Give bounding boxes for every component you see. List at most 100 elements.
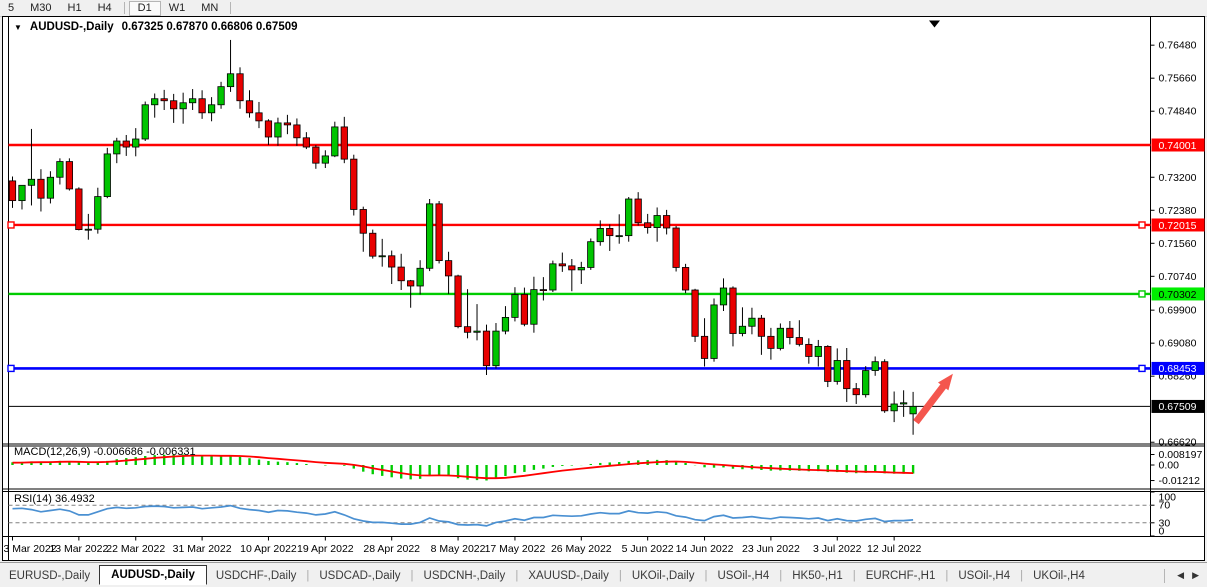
tab-ukoil-h4[interactable]: UKOil-,H4 xyxy=(1033,569,1085,582)
candle-bear xyxy=(302,137,310,148)
timeframe-button-d1[interactable]: D1 xyxy=(128,0,161,16)
hline-support-blue-badge-label: 0.68453 xyxy=(1159,363,1197,375)
timeframe-button-m30[interactable]: M30 xyxy=(30,2,52,14)
chart-header: ▼ AUDUSD-,Daily 0.67325 0.67870 0.66806 … xyxy=(14,21,298,33)
candle-bear xyxy=(198,98,206,114)
candle-bear xyxy=(454,275,462,328)
candle-bear xyxy=(606,227,614,237)
hline-resistance-2-anchor-left[interactable] xyxy=(7,221,15,229)
candle-bear xyxy=(634,198,642,224)
candle-bear xyxy=(681,267,690,291)
candle-bull xyxy=(378,255,386,258)
candle-bear xyxy=(444,260,453,277)
tab-hk50-h1[interactable]: HK50-,H1 xyxy=(792,569,843,582)
tab-usdchf-daily[interactable]: USDCHF-,Daily xyxy=(215,569,297,582)
candle-bear xyxy=(340,126,348,160)
candle-bull xyxy=(141,104,149,140)
tab-usoil-h4[interactable]: USOil-,H4 xyxy=(958,569,1011,582)
tab-divider: | xyxy=(410,569,414,582)
timeframe-button-mn[interactable]: MN xyxy=(201,2,219,14)
candle-bull xyxy=(596,227,604,243)
candle-bull xyxy=(530,289,538,325)
candle-bull xyxy=(814,345,822,357)
candle-bull xyxy=(426,203,434,269)
chart-shift-marker-icon[interactable] xyxy=(929,20,940,28)
tab-eurchf-h1[interactable]: EURCHF-,H1 xyxy=(865,569,936,582)
hline-resistance-1-badge-label: 0.74001 xyxy=(1159,140,1197,152)
hline-support-green-anchor-right[interactable] xyxy=(1138,290,1146,298)
buy-signal-arrow-shaft[interactable] xyxy=(913,381,949,425)
candle-bear xyxy=(283,122,292,126)
candle-bear xyxy=(170,100,178,110)
candle-bear xyxy=(359,209,367,234)
tab-eurusd-daily[interactable]: EURUSD-,Daily xyxy=(9,569,91,582)
price-tick-label: 0.76480 xyxy=(1159,40,1197,52)
tab-usdcad-daily[interactable]: USDCAD-,Daily xyxy=(319,569,401,582)
date-tick-label: 17 May 2022 xyxy=(485,543,546,555)
candle-bull xyxy=(501,316,510,332)
timeframe-button-w1[interactable]: W1 xyxy=(168,2,186,14)
candle-bear xyxy=(236,73,244,102)
candle-bull xyxy=(710,304,718,359)
candle-bear xyxy=(852,388,860,396)
timeframe-button-5[interactable]: 5 xyxy=(8,2,15,14)
rsi-indicator-label: RSI(14) 36.4932 xyxy=(14,493,95,505)
tab-divider: | xyxy=(1020,569,1024,582)
candle-bull xyxy=(833,360,841,382)
macd-scale-label: -0.01212 xyxy=(1159,475,1201,487)
candle-bear xyxy=(786,327,794,338)
chart-ohlc-values: 0.67325 0.67870 0.66806 0.67509 xyxy=(121,21,298,33)
candle-bull xyxy=(27,178,36,186)
rsi-line xyxy=(12,504,914,527)
candle-bull xyxy=(615,235,623,238)
date-tick-label: 3 Jul 2022 xyxy=(813,543,862,555)
tab-audusd-daily[interactable]: AUDUSD-,Daily xyxy=(99,564,207,585)
hline-support-blue-anchor-left[interactable] xyxy=(7,364,15,373)
candle-bull xyxy=(653,215,661,228)
tab-ukoil-daily[interactable]: UKOil-,Daily xyxy=(631,569,695,582)
candle-bull xyxy=(274,122,282,138)
candle-bear xyxy=(160,98,168,102)
macd-scale-label: 0.00 xyxy=(1159,460,1180,472)
candle-bear xyxy=(245,100,254,114)
tab-divider: | xyxy=(945,569,949,582)
current-price-badge-label: 0.67509 xyxy=(1159,401,1197,413)
candle-bear xyxy=(663,215,671,229)
candle-bear xyxy=(843,360,851,390)
candle-bull xyxy=(189,98,197,104)
candle-bear xyxy=(369,232,377,257)
timeframe-button-h4[interactable]: H4 xyxy=(97,2,112,14)
price-tick-label: 0.75660 xyxy=(1159,73,1197,85)
date-tick-label: 22 Mar 2022 xyxy=(106,543,165,555)
candle-bear xyxy=(397,266,405,282)
price-tick-label: 0.71560 xyxy=(1159,238,1197,250)
candle-bear xyxy=(388,255,396,268)
date-tick-label: 19 Apr 2022 xyxy=(297,543,354,555)
tab-usoil-h4[interactable]: USOil-,H4 xyxy=(717,569,770,582)
hline-resistance-2-anchor-right[interactable] xyxy=(1138,221,1146,229)
hline-resistance-2-badge-label: 0.72015 xyxy=(1159,220,1197,232)
price-tick-label: 0.73200 xyxy=(1159,172,1197,184)
tab-xauusd-daily[interactable]: XAUUSD-,Daily xyxy=(528,569,609,582)
buy-signal-arrow-head[interactable] xyxy=(938,373,953,391)
candle-bull xyxy=(473,330,481,333)
candle-bear xyxy=(65,161,73,190)
timeframe-button-h1[interactable]: H1 xyxy=(67,2,82,14)
candle-bear xyxy=(264,120,273,138)
candle-bull xyxy=(909,406,917,415)
tab-usdcnh-daily[interactable]: USDCNH-,Daily xyxy=(423,569,506,582)
macd-signal-line xyxy=(12,454,914,480)
hline-resistance-2-badge xyxy=(1151,218,1205,232)
tab-scroll-right-icon[interactable]: ▶ xyxy=(1192,570,1199,580)
symbol-dropdown-icon[interactable]: ▼ xyxy=(14,22,22,32)
tab-scroll-left-icon[interactable]: ◀ xyxy=(1177,570,1185,580)
candle-bear xyxy=(463,326,472,333)
candle-bear xyxy=(122,140,130,148)
macd-indicator-label: MACD(12,26,9) -0.006686 -0.006331 xyxy=(14,446,196,458)
price-chart-canvas[interactable]: 0.76480 0.75660 0.74840 0.73200 0.72380 0.715… xyxy=(0,0,1207,562)
hline-support-blue-anchor-right[interactable] xyxy=(1138,364,1146,373)
date-tick-label: 14 Jun 2022 xyxy=(676,543,734,555)
tab-divider: | xyxy=(779,569,783,582)
hline-support-green-badge-label: 0.70302 xyxy=(1159,289,1197,301)
